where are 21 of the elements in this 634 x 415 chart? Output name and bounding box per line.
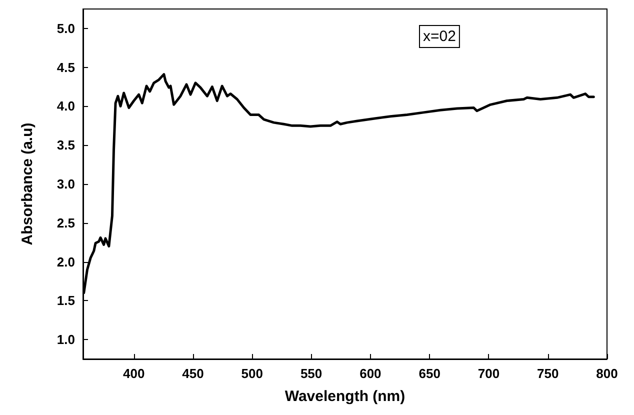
x-tick-label: 650 (418, 366, 440, 381)
x-tick-label: 700 (478, 366, 500, 381)
x-axis-title: Wavelength (nm) (284, 388, 406, 405)
x-tick-label: 400 (123, 366, 145, 381)
x-tick-label: 750 (537, 366, 559, 381)
x-tick-label: 800 (596, 366, 618, 381)
y-tick-label: 2.5 (56, 215, 75, 230)
x-tick-label: 600 (360, 366, 382, 381)
y-axis-title: Absorbance (a.u) (19, 122, 36, 246)
x-tick-label: 450 (182, 366, 204, 381)
x-tick-label: 500 (241, 366, 263, 381)
y-tick-label: 5.0 (56, 20, 75, 36)
y-tick-label: 1.5 (56, 293, 75, 308)
y-tick-label: 3.5 (56, 138, 75, 153)
annotation: x=02 (423, 28, 456, 45)
y-tick-label: 4.5 (56, 60, 75, 75)
y-tick-label: 4.0 (56, 98, 75, 114)
y-tick-label: 3.0 (56, 176, 75, 192)
x-tick-label: 550 (300, 366, 322, 381)
y-tick-label: 2.0 (56, 254, 75, 270)
y-tick-label: 1.0 (56, 332, 75, 348)
